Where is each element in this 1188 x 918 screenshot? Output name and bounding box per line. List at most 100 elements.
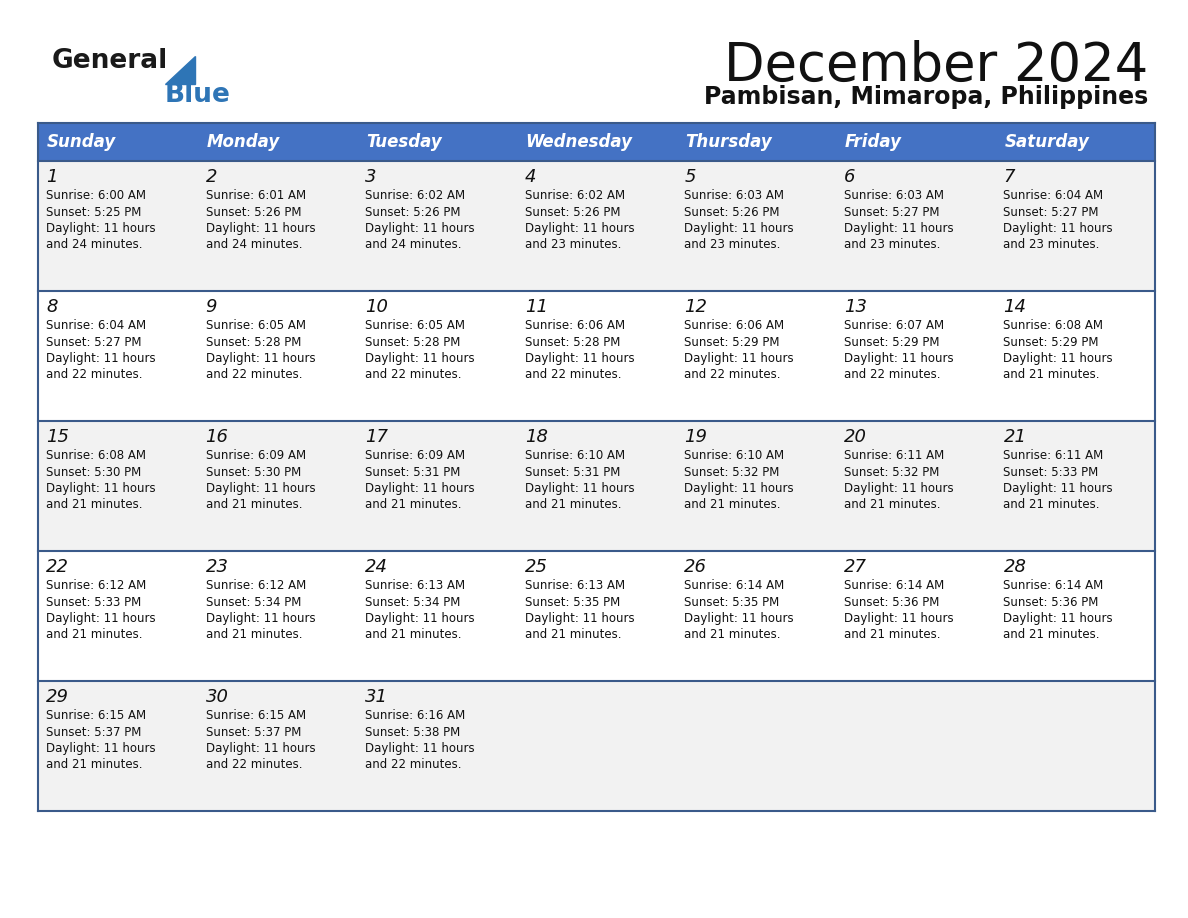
Text: and 24 minutes.: and 24 minutes. (365, 239, 462, 252)
Text: Sunset: 5:31 PM: Sunset: 5:31 PM (365, 465, 461, 478)
Text: Sunrise: 6:00 AM: Sunrise: 6:00 AM (46, 189, 146, 202)
Text: and 21 minutes.: and 21 minutes. (1004, 368, 1100, 382)
Text: 10: 10 (365, 298, 388, 316)
Text: Daylight: 11 hours: Daylight: 11 hours (365, 612, 475, 625)
Text: Sunrise: 6:14 AM: Sunrise: 6:14 AM (684, 579, 784, 592)
Text: Sunrise: 6:07 AM: Sunrise: 6:07 AM (843, 319, 944, 332)
Text: and 21 minutes.: and 21 minutes. (365, 629, 462, 642)
Text: Daylight: 11 hours: Daylight: 11 hours (1004, 482, 1113, 495)
Text: Sunset: 5:37 PM: Sunset: 5:37 PM (46, 725, 141, 738)
Text: Daylight: 11 hours: Daylight: 11 hours (46, 222, 156, 235)
Text: Daylight: 11 hours: Daylight: 11 hours (525, 612, 634, 625)
Text: Sunrise: 6:03 AM: Sunrise: 6:03 AM (843, 189, 943, 202)
Text: Tuesday: Tuesday (366, 133, 442, 151)
Text: Daylight: 11 hours: Daylight: 11 hours (843, 612, 954, 625)
Text: Saturday: Saturday (1004, 133, 1089, 151)
Text: 11: 11 (525, 298, 548, 316)
Text: 5: 5 (684, 168, 696, 186)
Text: Thursday: Thursday (685, 133, 772, 151)
Text: Sunrise: 6:02 AM: Sunrise: 6:02 AM (365, 189, 466, 202)
Text: Sunrise: 6:13 AM: Sunrise: 6:13 AM (525, 579, 625, 592)
Text: Daylight: 11 hours: Daylight: 11 hours (46, 352, 156, 365)
Text: Sunset: 5:37 PM: Sunset: 5:37 PM (206, 725, 301, 738)
Text: and 22 minutes.: and 22 minutes. (365, 368, 462, 382)
Bar (38, 123, 1155, 161)
Text: Sunrise: 6:13 AM: Sunrise: 6:13 AM (365, 579, 466, 592)
Text: and 22 minutes.: and 22 minutes. (525, 368, 621, 382)
Text: and 21 minutes.: and 21 minutes. (843, 498, 941, 511)
Polygon shape (165, 56, 195, 84)
Text: Daylight: 11 hours: Daylight: 11 hours (46, 742, 156, 755)
Text: 16: 16 (206, 428, 228, 446)
Text: Sunset: 5:30 PM: Sunset: 5:30 PM (46, 465, 141, 478)
Text: Sunrise: 6:08 AM: Sunrise: 6:08 AM (46, 449, 146, 462)
Text: and 21 minutes.: and 21 minutes. (684, 629, 781, 642)
Text: 12: 12 (684, 298, 707, 316)
Text: and 21 minutes.: and 21 minutes. (46, 629, 143, 642)
Text: and 21 minutes.: and 21 minutes. (206, 498, 302, 511)
Text: 29: 29 (46, 688, 69, 706)
Text: Daylight: 11 hours: Daylight: 11 hours (525, 222, 634, 235)
Text: Sunrise: 6:06 AM: Sunrise: 6:06 AM (525, 319, 625, 332)
Text: Sunrise: 6:11 AM: Sunrise: 6:11 AM (843, 449, 944, 462)
Text: Sunset: 5:29 PM: Sunset: 5:29 PM (684, 335, 779, 349)
Bar (38, 681, 1155, 811)
Text: Daylight: 11 hours: Daylight: 11 hours (684, 222, 794, 235)
Text: Daylight: 11 hours: Daylight: 11 hours (684, 482, 794, 495)
Text: Friday: Friday (845, 133, 902, 151)
Bar (38, 291, 1155, 421)
Text: Sunset: 5:29 PM: Sunset: 5:29 PM (1004, 335, 1099, 349)
Text: Sunrise: 6:02 AM: Sunrise: 6:02 AM (525, 189, 625, 202)
Text: and 21 minutes.: and 21 minutes. (525, 629, 621, 642)
Text: Sunrise: 6:04 AM: Sunrise: 6:04 AM (1004, 189, 1104, 202)
Text: Daylight: 11 hours: Daylight: 11 hours (365, 482, 475, 495)
Text: Sunset: 5:36 PM: Sunset: 5:36 PM (1004, 596, 1099, 609)
Text: Sunset: 5:26 PM: Sunset: 5:26 PM (206, 206, 301, 218)
Text: Daylight: 11 hours: Daylight: 11 hours (843, 222, 954, 235)
Text: Blue: Blue (165, 82, 230, 108)
Text: Sunset: 5:38 PM: Sunset: 5:38 PM (365, 725, 461, 738)
Text: and 23 minutes.: and 23 minutes. (843, 239, 940, 252)
Text: and 21 minutes.: and 21 minutes. (46, 498, 143, 511)
Text: Sunset: 5:34 PM: Sunset: 5:34 PM (206, 596, 301, 609)
Text: 14: 14 (1004, 298, 1026, 316)
Text: General: General (52, 48, 169, 74)
Text: Sunrise: 6:06 AM: Sunrise: 6:06 AM (684, 319, 784, 332)
Text: 6: 6 (843, 168, 855, 186)
Text: Daylight: 11 hours: Daylight: 11 hours (843, 482, 954, 495)
Text: Monday: Monday (207, 133, 280, 151)
Text: Sunset: 5:33 PM: Sunset: 5:33 PM (1004, 465, 1099, 478)
Text: Sunrise: 6:11 AM: Sunrise: 6:11 AM (1004, 449, 1104, 462)
Text: 30: 30 (206, 688, 228, 706)
Text: Daylight: 11 hours: Daylight: 11 hours (365, 352, 475, 365)
Text: Sunset: 5:36 PM: Sunset: 5:36 PM (843, 596, 940, 609)
Text: Sunrise: 6:04 AM: Sunrise: 6:04 AM (46, 319, 146, 332)
Bar (38, 551, 1155, 681)
Text: 2: 2 (206, 168, 217, 186)
Text: Daylight: 11 hours: Daylight: 11 hours (684, 612, 794, 625)
Text: 13: 13 (843, 298, 867, 316)
Text: Sunset: 5:26 PM: Sunset: 5:26 PM (684, 206, 779, 218)
Text: 22: 22 (46, 558, 69, 576)
Text: and 21 minutes.: and 21 minutes. (1004, 629, 1100, 642)
Text: Daylight: 11 hours: Daylight: 11 hours (525, 482, 634, 495)
Text: 28: 28 (1004, 558, 1026, 576)
Text: Sunset: 5:31 PM: Sunset: 5:31 PM (525, 465, 620, 478)
Text: Sunset: 5:28 PM: Sunset: 5:28 PM (365, 335, 461, 349)
Text: 8: 8 (46, 298, 57, 316)
Text: Daylight: 11 hours: Daylight: 11 hours (206, 612, 315, 625)
Text: Sunset: 5:26 PM: Sunset: 5:26 PM (525, 206, 620, 218)
Bar (38, 161, 1155, 291)
Text: Sunrise: 6:16 AM: Sunrise: 6:16 AM (365, 709, 466, 722)
Text: Daylight: 11 hours: Daylight: 11 hours (206, 352, 315, 365)
Text: 23: 23 (206, 558, 228, 576)
Text: Sunrise: 6:15 AM: Sunrise: 6:15 AM (46, 709, 146, 722)
Text: Sunrise: 6:05 AM: Sunrise: 6:05 AM (206, 319, 305, 332)
Text: Sunrise: 6:05 AM: Sunrise: 6:05 AM (365, 319, 466, 332)
Text: Daylight: 11 hours: Daylight: 11 hours (1004, 352, 1113, 365)
Text: Sunset: 5:33 PM: Sunset: 5:33 PM (46, 596, 141, 609)
Text: and 24 minutes.: and 24 minutes. (206, 239, 302, 252)
Text: and 22 minutes.: and 22 minutes. (46, 368, 143, 382)
Text: 26: 26 (684, 558, 707, 576)
Text: and 21 minutes.: and 21 minutes. (843, 629, 941, 642)
